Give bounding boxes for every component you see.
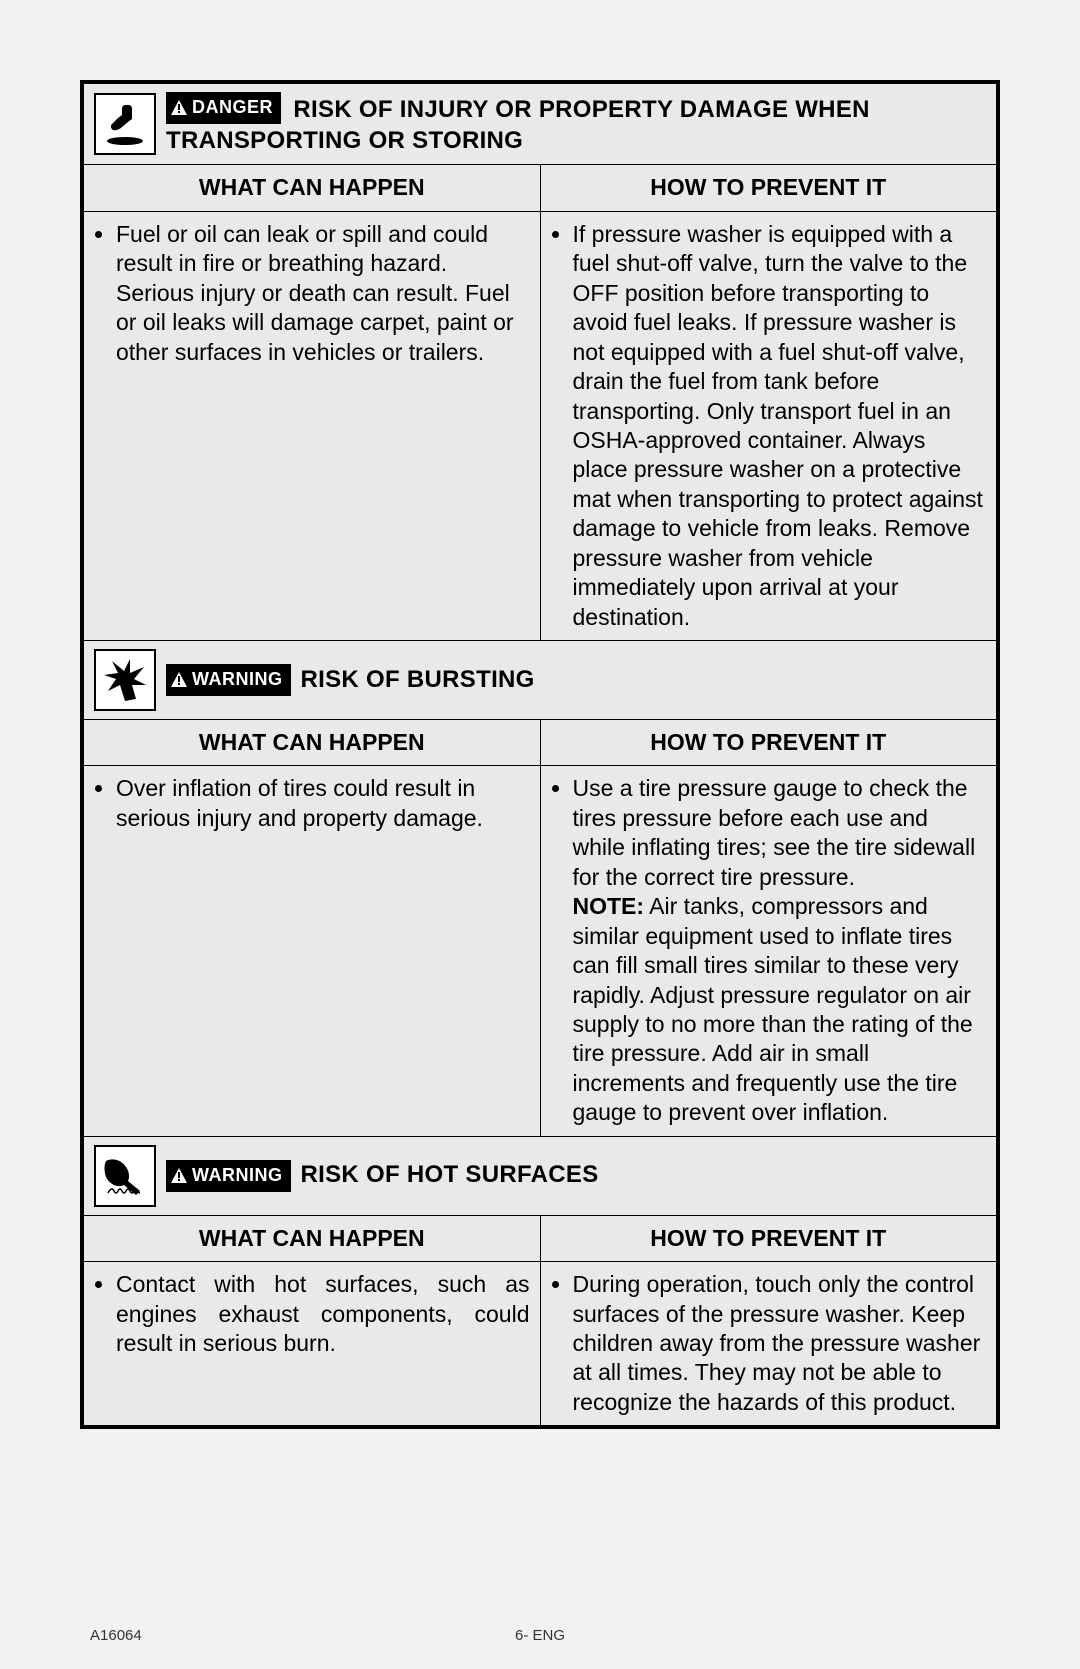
what-text-0: Fuel or oil can leak or spill and could … <box>116 220 530 367</box>
hazard-header-0: DANGER RISK OF INJURY OR PROPERTY DAMAGE… <box>84 84 997 165</box>
prevent-cell-2: During operation, touch only the control… <box>540 1262 997 1426</box>
what-text-1: Over inflation of tires could result in … <box>116 774 530 833</box>
table-row: WHAT CAN HAPPEN HOW TO PREVENT IT <box>84 720 997 766</box>
spill-icon <box>94 93 156 155</box>
table-row: DANGER RISK OF INJURY OR PROPERTY DAMAGE… <box>84 84 997 165</box>
signal-word-danger: DANGER <box>166 92 281 124</box>
prevent-text-0: If pressure washer is equipped with a fu… <box>573 220 987 632</box>
table-row: WARNING RISK OF HOT SURFACES <box>84 1136 997 1215</box>
col-header-what: WHAT CAN HAPPEN <box>84 165 541 211</box>
prevent-text-1: Use a tire pressure gauge to check the t… <box>573 774 987 1127</box>
signal-label: WARNING <box>192 1164 283 1187</box>
signal-label: DANGER <box>192 96 273 119</box>
what-text-2: Contact with hot surfaces, such as engin… <box>116 1270 530 1358</box>
what-cell-1: Over inflation of tires could result in … <box>84 766 541 1136</box>
table-row: Over inflation of tires could result in … <box>84 766 997 1136</box>
hot-surface-icon <box>94 1145 156 1207</box>
signal-word-warning: WARNING <box>166 664 291 696</box>
hazard-header-1: WARNING RISK OF BURSTING <box>84 641 997 720</box>
table-row: WHAT CAN HAPPEN HOW TO PREVENT IT <box>84 165 997 211</box>
document-ref: A16064 <box>90 1627 142 1644</box>
alert-triangle-icon <box>170 1167 188 1185</box>
alert-triangle-icon <box>170 671 188 689</box>
hazard-title-1: RISK OF BURSTING <box>301 665 535 696</box>
prevent-cell-0: If pressure washer is equipped with a fu… <box>540 211 997 640</box>
table-row: Contact with hot surfaces, such as engin… <box>84 1262 997 1426</box>
what-cell-0: Fuel or oil can leak or spill and could … <box>84 211 541 640</box>
col-header-what: WHAT CAN HAPPEN <box>84 1215 541 1261</box>
hazard-title-2: RISK OF HOT SURFACES <box>301 1160 599 1191</box>
burst-icon <box>94 649 156 711</box>
page-number: 6- ENG <box>515 1627 565 1644</box>
signal-word-warning: WARNING <box>166 1160 291 1192</box>
col-header-what: WHAT CAN HAPPEN <box>84 720 541 766</box>
col-header-prevent: HOW TO PREVENT IT <box>540 720 997 766</box>
note-label: NOTE: <box>573 893 645 919</box>
what-cell-2: Contact with hot surfaces, such as engin… <box>84 1262 541 1426</box>
hazard-header-2: WARNING RISK OF HOT SURFACES <box>84 1136 997 1215</box>
prevent-note-1: Air tanks, compressors and similar equip… <box>573 893 973 1125</box>
safety-table: DANGER RISK OF INJURY OR PROPERTY DAMAGE… <box>83 83 997 1426</box>
prevent-cell-1: Use a tire pressure gauge to check the t… <box>540 766 997 1136</box>
alert-triangle-icon <box>170 99 188 117</box>
signal-label: WARNING <box>192 668 283 691</box>
prevent-text-2: During operation, touch only the control… <box>573 1270 987 1417</box>
page: DANGER RISK OF INJURY OR PROPERTY DAMAGE… <box>0 0 1080 1669</box>
table-row: Fuel or oil can leak or spill and could … <box>84 211 997 640</box>
col-header-prevent: HOW TO PREVENT IT <box>540 165 997 211</box>
table-row: WARNING RISK OF BURSTING <box>84 641 997 720</box>
col-header-prevent: HOW TO PREVENT IT <box>540 1215 997 1261</box>
table-row: WHAT CAN HAPPEN HOW TO PREVENT IT <box>84 1215 997 1261</box>
safety-table-frame: DANGER RISK OF INJURY OR PROPERTY DAMAGE… <box>80 80 1000 1429</box>
prevent-intro-1: Use a tire pressure gauge to check the t… <box>573 775 976 889</box>
